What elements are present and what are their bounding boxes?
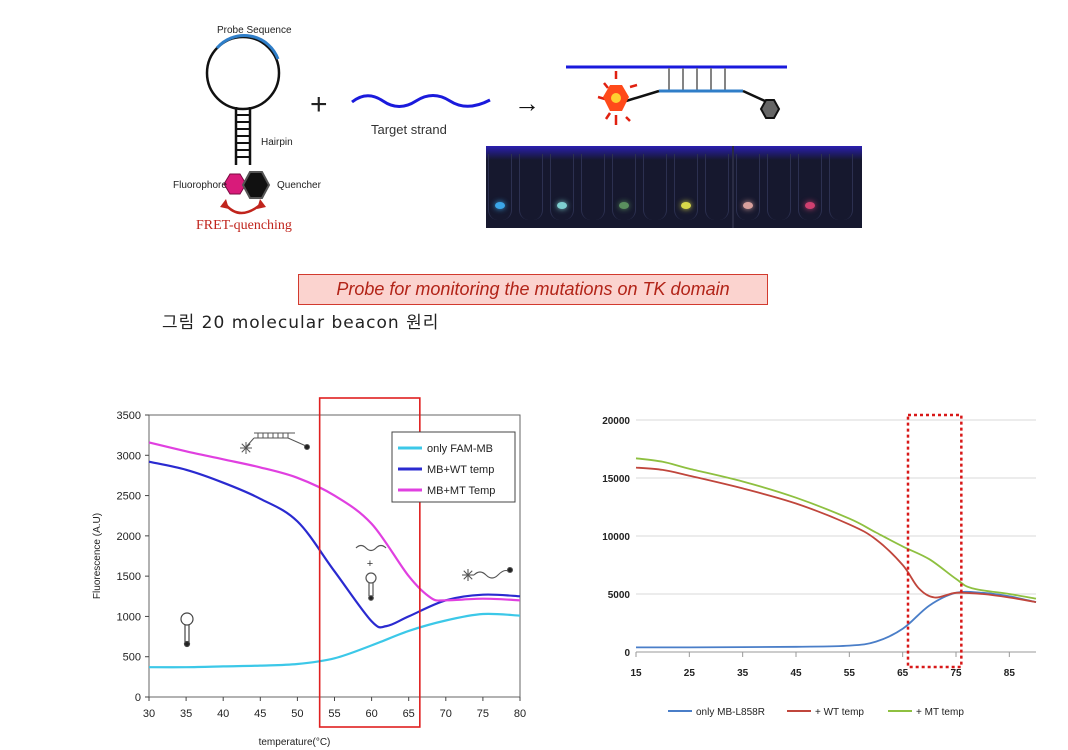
x-tick-label: 40: [217, 708, 229, 720]
series-line: [148, 441, 521, 602]
x-axis-label: temperature(°C): [259, 737, 331, 748]
y-tick-label: 1500: [117, 571, 141, 583]
hybridized-beacon-schematic: [566, 65, 787, 125]
y-tick-label: 0: [624, 648, 630, 659]
sample-tube: [736, 154, 760, 220]
x-tick-label: 45: [254, 708, 266, 720]
probe-banner: Probe for monitoring the mutations on TK…: [298, 274, 768, 305]
target-strand-icon: [351, 94, 491, 108]
series-line: [635, 466, 1037, 603]
hybrid-beacon-icon: [245, 432, 310, 450]
fret-quenching-label: FRET-quenching: [196, 218, 292, 233]
quencher-icon: [241, 171, 271, 199]
x-tick-label: 80: [514, 708, 526, 720]
fluorescence-dot: [619, 202, 629, 209]
beacon-schematic: [205, 34, 281, 215]
fluorescence-dot: [743, 202, 753, 209]
y-tick-label: 1000: [117, 611, 141, 623]
x-tick-label: 35: [180, 708, 192, 720]
x-tick-label: 30: [143, 708, 155, 720]
series-line: [635, 457, 1037, 600]
sample-tube: [767, 154, 791, 220]
y-tick-label: 15000: [602, 474, 630, 485]
sample-tube: [705, 154, 729, 220]
series-line: [635, 590, 1037, 649]
x-tick-label: 75: [477, 708, 489, 720]
star-icon: [240, 442, 252, 454]
legend-entry: MB+MT Temp: [427, 485, 495, 497]
x-tick-label: 55: [328, 708, 340, 720]
y-tick-label: 10000: [602, 532, 630, 543]
x-tick-label: 45: [790, 668, 802, 679]
y-tick-label: 3500: [117, 410, 141, 422]
x-tick-label: 15: [630, 668, 642, 679]
sample-tube: [581, 154, 605, 220]
legend-entry: only MB-L858R: [696, 707, 765, 718]
left-melting-chart: 0 500 1000 1500 2000 2500 3000 3500 30 35 40 45 50 55…: [92, 397, 526, 748]
sample-tube: [829, 154, 853, 220]
legend: only MB-L858R + WT temp + MT temp: [668, 707, 964, 718]
target-strand-label: Target strand: [371, 122, 447, 137]
y-tick-label: 5000: [608, 590, 631, 601]
legend-entry: MB+WT temp: [427, 464, 494, 476]
hairpin-label: Hairpin: [261, 137, 293, 148]
fluorescence-dot: [805, 202, 815, 209]
sample-tube: [519, 154, 543, 220]
closed-beacon-icon: [180, 612, 194, 648]
sample-tube: [488, 154, 512, 220]
x-tick-label: 65: [897, 668, 909, 679]
probe-sequence-label: Probe Sequence: [217, 25, 292, 36]
plus-sign: +: [310, 88, 328, 121]
fluorescence-dot: [681, 202, 691, 209]
x-tick-label: 50: [291, 708, 303, 720]
legend-entry: only FAM-MB: [427, 443, 493, 455]
figure-caption: 그림 20 molecular beacon 원리: [162, 313, 440, 333]
x-tick-label: 85: [1004, 668, 1016, 679]
y-tick-label: 2500: [117, 491, 141, 503]
sample-tube: [643, 154, 667, 220]
y-axis-label: Fluorescence (A.U): [92, 513, 103, 599]
highlight-box: [318, 397, 421, 728]
x-tick-label: 75: [950, 668, 962, 679]
x-tick-label: 35: [737, 668, 749, 679]
tube-fluorescence-photo: [486, 146, 862, 228]
x-tick-label: 65: [403, 708, 415, 720]
sample-tube: [550, 154, 574, 220]
legend: only FAM-MB MB+WT temp MB+MT Temp: [391, 431, 516, 503]
sample-tube: [674, 154, 698, 220]
fluorescence-dot: [495, 202, 505, 209]
x-tick-label: 55: [844, 668, 856, 679]
legend-entry: + MT temp: [916, 707, 964, 718]
series-line: [148, 612, 521, 669]
x-tick-label: 70: [440, 708, 452, 720]
fluorescence-dot: [557, 202, 567, 209]
sample-tube: [798, 154, 822, 220]
transition-plus: +: [367, 558, 373, 570]
y-tick-label: 500: [123, 652, 141, 664]
right-melting-chart: 0 5000 10000 15000 20000 15 25 35 45 55 65 75 85 only…: [602, 413, 1037, 718]
y-tick-label: 0: [135, 692, 141, 704]
highlight-box: [906, 413, 963, 669]
glowing-fluorophore-icon: [597, 71, 638, 125]
quencher-label: Quencher: [277, 180, 321, 191]
hairpin-stem: [236, 114, 250, 158]
y-tick-label: 3000: [117, 450, 141, 462]
fluorophore-label: Fluorophore: [173, 180, 227, 191]
x-tick-label: 25: [684, 668, 696, 679]
probe-sequence-arc: [215, 34, 280, 60]
transition-icon: [355, 544, 387, 601]
fret-arrow-icon: [225, 204, 261, 215]
x-tick-label: 60: [365, 708, 377, 720]
y-tick-label: 2000: [117, 531, 141, 543]
legend-entry: + WT temp: [815, 707, 864, 718]
sample-tube: [612, 154, 636, 220]
open-beacon-icon: [462, 566, 514, 581]
reaction-arrow-icon: →: [514, 88, 540, 118]
hybridized-quencher-icon: [759, 99, 781, 119]
y-tick-label: 20000: [602, 416, 630, 427]
fluorophore-icon: [223, 173, 247, 195]
